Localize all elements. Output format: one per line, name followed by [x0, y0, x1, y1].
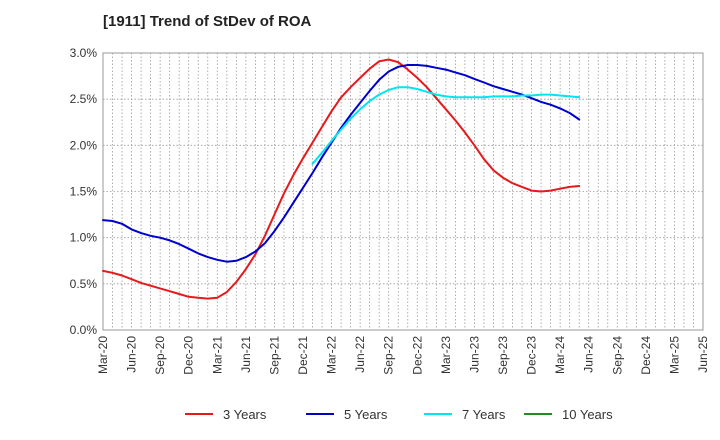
grid-layer: [102, 52, 704, 331]
y-tick-label: 2.0%: [70, 138, 98, 152]
x-tick-label: Jun-21: [239, 336, 253, 373]
x-tick-label: Sep-24: [610, 336, 624, 375]
x-tick-label: Dec-20: [182, 336, 196, 375]
x-tick-label: Sep-20: [153, 336, 167, 375]
series-line-3: [311, 86, 581, 165]
legend-label: 10 Years: [562, 407, 613, 422]
x-tick-label: Dec-24: [639, 336, 653, 375]
chart-title: [1911] Trend of StDev of ROA: [103, 13, 312, 30]
y-tick-label: 1.0%: [70, 231, 98, 245]
axis-layer: 0.0% 0.5% 1.0% 1.5% 2.0% 2.5% 3.0% Mar-20 Jun-20…: [70, 46, 710, 375]
y-tick-label: 2.5%: [70, 92, 98, 106]
x-tick-label: Jun-24: [582, 336, 596, 373]
legend-label: 3 Years: [223, 407, 267, 422]
x-tick-label: Mar-20: [96, 336, 110, 374]
x-tick-label: Dec-22: [410, 336, 424, 375]
x-tick-label: Sep-22: [382, 336, 396, 375]
y-tick-label: 0.5%: [70, 277, 98, 291]
legend-label: 7 Years: [462, 407, 506, 422]
x-tick-label: Mar-23: [439, 336, 453, 374]
y-tick-label: 3.0%: [70, 46, 98, 60]
x-tick-label: Dec-21: [296, 336, 310, 375]
x-tick-label: Dec-23: [525, 336, 539, 375]
x-tick-label: Sep-23: [496, 336, 510, 375]
x-tick-label: Jun-22: [353, 336, 367, 373]
x-tick-label: Sep-21: [267, 336, 281, 375]
legend-label: 5 Years: [344, 407, 388, 422]
x-tick-label: Mar-25: [667, 336, 681, 374]
x-tick-label: Mar-21: [210, 336, 224, 374]
y-tick-label: 0.0%: [70, 323, 98, 337]
x-tick-label: Jun-23: [467, 336, 481, 373]
plot-frame: [102, 52, 704, 331]
series-layer: [102, 58, 581, 300]
x-tick-label: Mar-24: [553, 336, 567, 374]
legend: 3 Years 5 Years 7 Years 10 Years: [185, 407, 613, 422]
series-line-2: [102, 64, 581, 263]
x-tick-label: Mar-22: [325, 336, 339, 374]
x-tick-label: Jun-20: [125, 336, 139, 373]
y-tick-label: 1.5%: [70, 185, 98, 199]
series-line-1: [102, 58, 581, 300]
x-tick-label: Jun-25: [696, 336, 710, 373]
